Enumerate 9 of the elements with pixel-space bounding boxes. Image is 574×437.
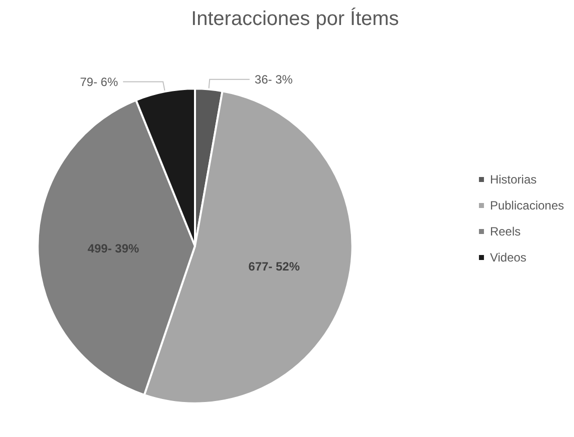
legend-label: Historias xyxy=(490,172,537,186)
data-label: 499- 39% xyxy=(88,241,140,256)
legend-label: Videos xyxy=(490,250,526,264)
chart-title: Interacciones por Ítems xyxy=(191,7,399,30)
legend-label: Reels xyxy=(490,224,521,238)
data-label: 79- 6% xyxy=(80,74,118,89)
data-label: 677- 52% xyxy=(248,259,300,274)
legend-label: Publicaciones xyxy=(490,198,564,212)
data-label: 36- 3% xyxy=(254,72,293,86)
